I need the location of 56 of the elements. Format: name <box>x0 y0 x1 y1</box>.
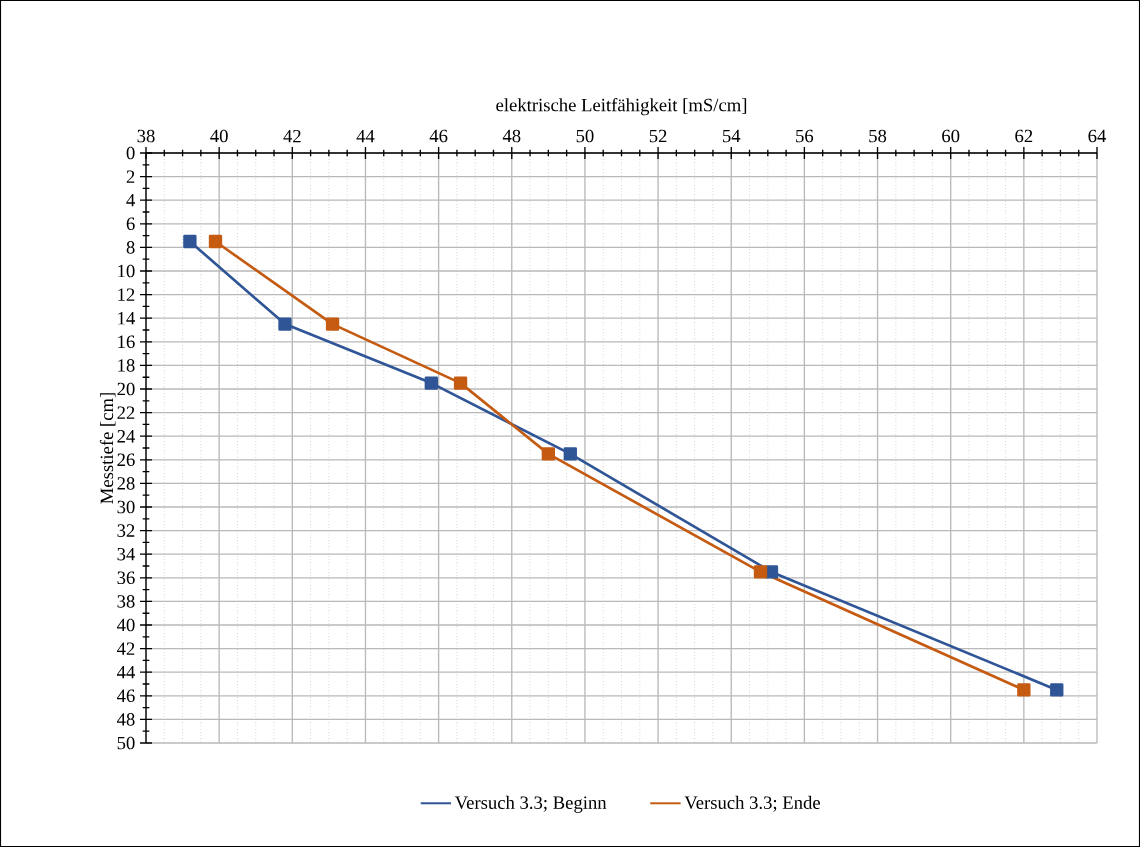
y-tick-label: 36 <box>117 571 135 585</box>
y-tick-label: 48 <box>116 713 135 726</box>
y-tick-label: 20 <box>117 382 135 396</box>
y-tick-label: 42 <box>116 642 135 655</box>
y-tick-label: 22 <box>117 406 135 419</box>
y-tick-label: 12 <box>118 288 135 301</box>
x-tick-label: 56 <box>796 129 814 143</box>
y-tick-label: 0 <box>126 146 135 160</box>
point <box>278 317 292 331</box>
point <box>1050 683 1064 697</box>
y-tick-label: 38 <box>117 595 135 608</box>
point <box>1017 683 1031 697</box>
y-tick-label: 28 <box>117 477 135 490</box>
y-tick-label: 34 <box>117 547 136 561</box>
x-tick-label: 42 <box>283 129 301 143</box>
y-tick-label: 44 <box>116 666 136 679</box>
y-tick-label: 4 <box>126 194 136 207</box>
x-tick-label: 58 <box>869 129 887 143</box>
y-tick-label: 46 <box>116 689 135 703</box>
x-tick-label: 50 <box>576 129 594 143</box>
point <box>424 376 438 390</box>
point <box>563 447 577 461</box>
x-tick-label: 54 <box>722 129 741 143</box>
point <box>325 317 340 331</box>
point <box>208 234 223 249</box>
x-tick-label: 62 <box>1015 129 1033 143</box>
x-tick-label: 48 <box>502 129 521 143</box>
y-tick-label: 8 <box>126 241 135 254</box>
y-tick-label: 2 <box>126 170 135 183</box>
point <box>453 376 468 390</box>
y-tick-label: 18 <box>118 359 135 372</box>
legend-label: Versuch 3.3; Ende <box>684 795 820 812</box>
y-tick-label: 14 <box>118 312 136 325</box>
x-tick-label: 38 <box>137 129 155 143</box>
y-tick-label: 10 <box>118 264 135 278</box>
y-tick-label: 50 <box>117 736 135 750</box>
x-tick-label: 44 <box>356 130 375 143</box>
y-tick-label: 40 <box>116 618 135 632</box>
x-axis-title: elektrische Leitfähigkeit [mS/cm] <box>496 98 747 116</box>
x-tick-label: 64 <box>1088 129 1107 143</box>
y-tick-label: 6 <box>126 217 135 231</box>
legend-label: Versuch 3.3; Beginn <box>454 795 607 813</box>
y-tick-label: 24 <box>117 430 136 443</box>
point <box>183 234 197 249</box>
x-tick-label: 52 <box>649 129 667 143</box>
point <box>753 565 768 579</box>
y-tick-label: 26 <box>117 453 135 467</box>
y-tick-label: 16 <box>118 335 135 349</box>
x-tick-label: 40 <box>210 129 228 143</box>
y-axis-title: Messtiefe [cm] <box>99 393 116 504</box>
x-tick-label: 60 <box>942 129 960 143</box>
x-tick-label: 46 <box>429 129 448 143</box>
y-tick-label: 30 <box>117 500 135 514</box>
point <box>541 447 556 461</box>
y-tick-label: 32 <box>117 524 135 537</box>
point <box>764 565 779 579</box>
